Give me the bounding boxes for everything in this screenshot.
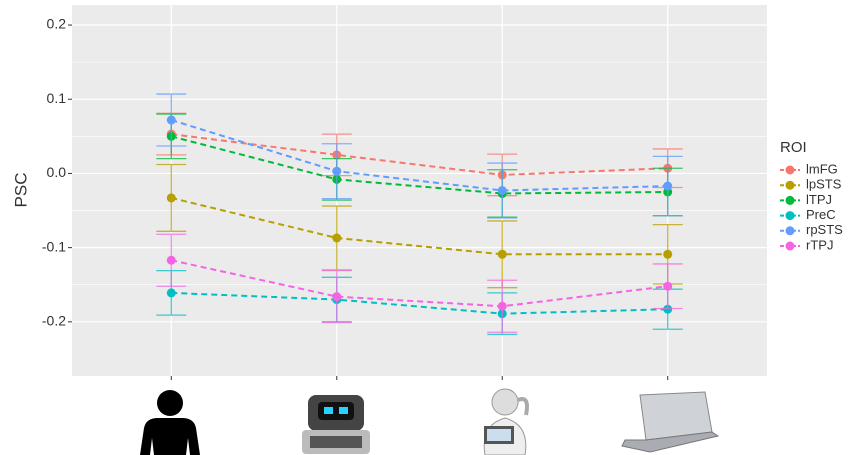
y-tick-label: 0.0 [47,164,67,180]
legend-label: lpSTS [806,177,842,192]
legend-label: PreC [806,207,836,222]
legend-title: ROI [780,139,807,156]
legend-key-point [786,242,795,251]
point [663,182,672,191]
page: PSC ROI lmFGlpSTSlTPJPreCrpSTSrTPJ 0.2 0.… [0,0,857,455]
human-icon [140,390,200,455]
legend-key-point [786,166,795,175]
legend-label: rpSTS [806,222,843,237]
y-tick-label: 0.2 [47,16,67,32]
robot-icon [302,395,370,454]
point [663,282,672,291]
laptop-icon [622,392,718,452]
y-axis-title: PSC [11,173,30,208]
point [498,186,507,195]
pepper-robot-icon [484,389,527,455]
legend-key-point [786,211,795,220]
y-tick-label: -0.1 [42,238,66,254]
point [332,167,341,176]
point [663,250,672,259]
point [167,193,176,202]
chart: PSC ROI lmFGlpSTSlTPJPreCrpSTSrTPJ 0.2 0.… [0,0,857,455]
plot-panel [72,5,767,376]
legend-label: rTPJ [806,237,833,252]
y-tick-label: -0.2 [42,313,66,329]
point [332,292,341,301]
point [167,256,176,265]
point [498,302,507,311]
legend-key-point [786,226,795,235]
point [332,233,341,242]
legend-label: lmFG [806,161,838,176]
y-tick-label: 0.1 [47,90,67,106]
legend-key-point [786,196,795,205]
point [167,116,176,125]
point [498,250,507,259]
legend-label: lTPJ [806,192,832,207]
point [167,288,176,297]
legend-key-point [786,181,795,190]
